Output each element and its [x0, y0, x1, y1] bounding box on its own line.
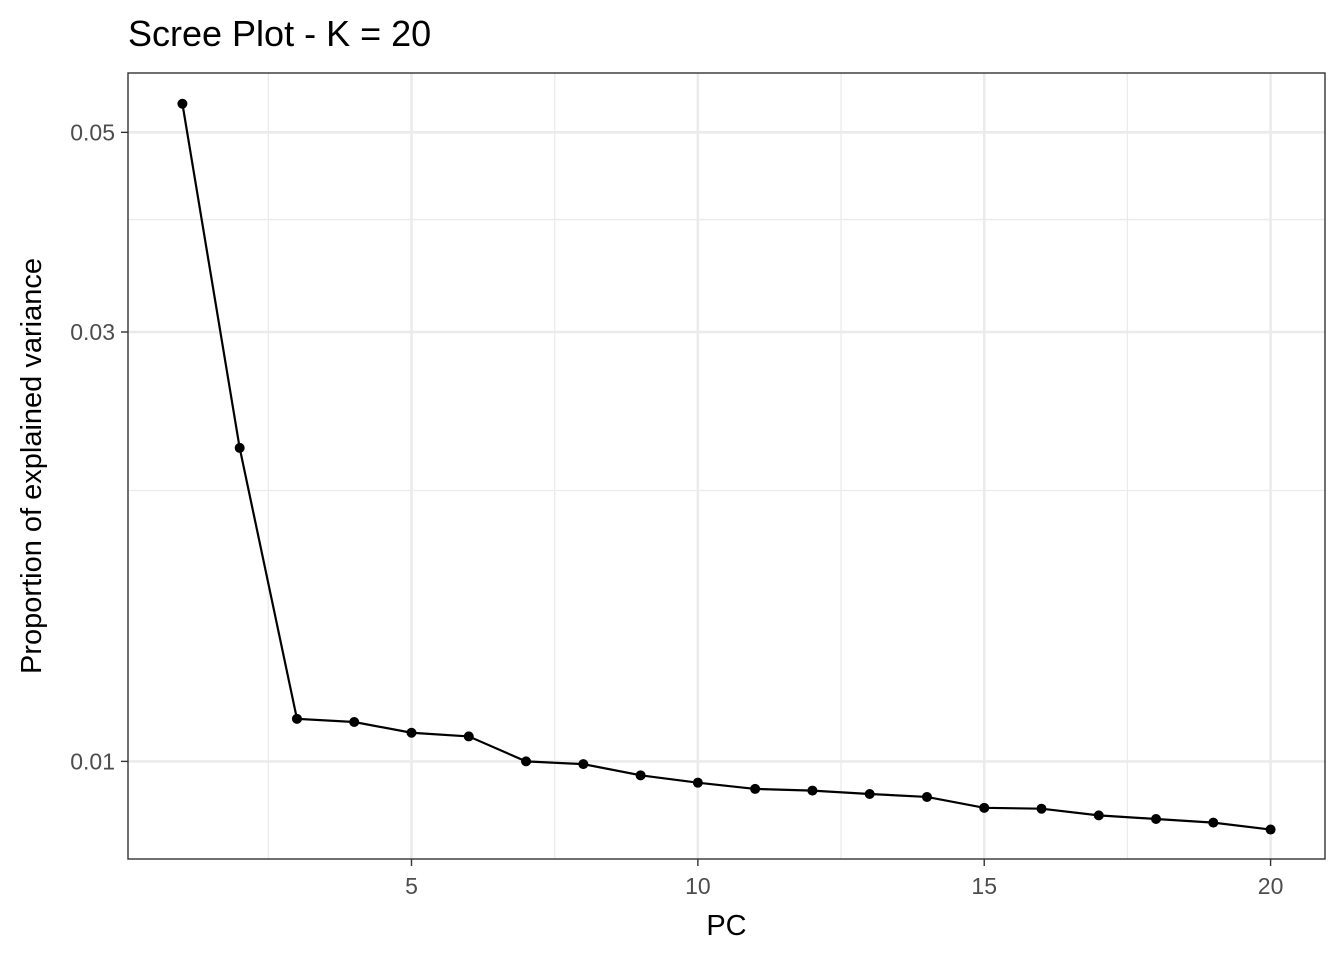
y-tick-label: 0.05 — [70, 119, 115, 145]
major-gridlines — [128, 73, 1325, 859]
x-axis-ticks: 5 10 15 20 — [405, 859, 1283, 899]
series-line — [181, 103, 1271, 831]
minor-gridlines — [128, 73, 1325, 859]
data-point — [635, 770, 646, 781]
data-point — [521, 756, 532, 767]
data-point — [578, 759, 589, 770]
y-axis-ticks: 0.01 0.03 0.05 — [70, 119, 128, 774]
data-point — [979, 802, 990, 813]
data-points — [177, 98, 1276, 835]
data-point — [750, 783, 761, 794]
data-point — [1151, 813, 1162, 824]
data-point — [921, 791, 932, 802]
x-tick-label: 15 — [971, 873, 997, 899]
y-tick-label: 0.03 — [70, 319, 115, 345]
data-point — [864, 788, 875, 799]
panel-border — [127, 72, 1326, 860]
y-tick-label: 0.01 — [70, 748, 115, 774]
data-point — [349, 717, 360, 728]
x-tick-label: 10 — [685, 873, 711, 899]
data-point — [692, 777, 703, 788]
data-point — [1208, 817, 1219, 828]
data-point — [177, 98, 188, 109]
data-point — [807, 785, 818, 796]
data-point — [1036, 803, 1047, 814]
x-axis-title: PC — [706, 910, 746, 942]
chart-title: Scree Plot - K = 20 — [128, 13, 431, 54]
data-point — [463, 731, 474, 742]
x-tick-label: 5 — [405, 873, 418, 899]
y-axis-title: Proportion of explained variance — [16, 258, 48, 674]
data-point — [1265, 824, 1276, 835]
data-point — [291, 713, 302, 724]
data-point — [234, 442, 245, 453]
x-tick-label: 20 — [1258, 873, 1284, 899]
data-point — [406, 727, 417, 738]
data-point — [1093, 810, 1104, 821]
